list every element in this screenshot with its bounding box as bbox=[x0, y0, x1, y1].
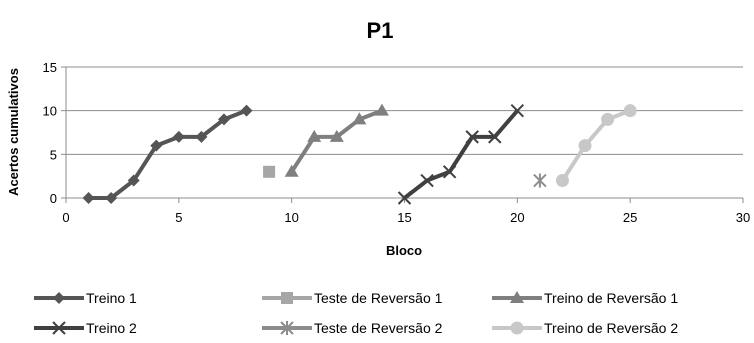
x-tick-label: 5 bbox=[175, 210, 182, 225]
x-tick-label: 10 bbox=[284, 210, 298, 225]
x-tick-label: 25 bbox=[623, 210, 637, 225]
series-line bbox=[560, 108, 631, 182]
data-point bbox=[329, 129, 344, 142]
series-group bbox=[82, 103, 637, 205]
legend-label: Teste de Reversão 2 bbox=[314, 320, 443, 336]
legend-label: Treino de Reversão 2 bbox=[544, 320, 678, 336]
legend-marker bbox=[281, 292, 293, 304]
legend-marker bbox=[510, 321, 524, 335]
data-point bbox=[420, 173, 434, 188]
y-tick-label: 10 bbox=[43, 104, 57, 119]
marker-stroke bbox=[442, 165, 457, 179]
legend-marker bbox=[280, 321, 294, 335]
series-line bbox=[88, 108, 248, 200]
x-tick-label: 15 bbox=[397, 210, 411, 225]
y-axis-label: Acertos cumulativos bbox=[6, 68, 21, 196]
data-point bbox=[172, 130, 185, 143]
legend-label: Treino 1 bbox=[86, 290, 137, 306]
marker-stroke bbox=[488, 130, 502, 144]
legend-item: Treino 2 bbox=[34, 320, 137, 336]
legend-item: Treino 1 bbox=[34, 290, 137, 306]
legend-item: Treino de Reversão 1 bbox=[492, 290, 678, 306]
data-point bbox=[442, 165, 457, 179]
data-point bbox=[352, 112, 367, 125]
data-point bbox=[217, 113, 230, 126]
marker-stroke bbox=[420, 173, 434, 188]
legend-label: Treino 2 bbox=[86, 320, 137, 336]
data-point bbox=[555, 174, 569, 188]
series-3 bbox=[284, 103, 389, 177]
legend-marker bbox=[53, 292, 65, 304]
marker-stroke bbox=[510, 103, 525, 118]
series-1 bbox=[82, 104, 253, 204]
chart-title: P1 bbox=[367, 18, 394, 43]
data-point bbox=[510, 103, 525, 118]
y-tick-label: 5 bbox=[50, 147, 57, 162]
data-point bbox=[578, 139, 592, 153]
data-point bbox=[105, 192, 118, 204]
legend-item: Treino de Reversão 2 bbox=[492, 320, 678, 336]
data-point bbox=[82, 192, 95, 204]
legend-label: Treino de Reversão 1 bbox=[544, 290, 678, 306]
data-point bbox=[374, 103, 389, 116]
data-point bbox=[533, 173, 547, 188]
legend: Treino 1 Teste de Reversão 1 Treino de Rev… bbox=[34, 290, 678, 336]
marker-stroke bbox=[397, 191, 412, 205]
x-tick-label: 20 bbox=[510, 210, 524, 225]
data-point bbox=[601, 112, 615, 126]
data-point bbox=[195, 130, 208, 143]
legend-label: Teste de Reversão 1 bbox=[314, 290, 443, 306]
data-point bbox=[150, 139, 163, 152]
y-tick-label: 15 bbox=[43, 60, 57, 75]
y-tick-label: 0 bbox=[50, 191, 57, 206]
x-tick-label: 0 bbox=[62, 210, 69, 225]
x-axis-label: Bloco bbox=[386, 243, 422, 258]
legend-item: Teste de Reversão 2 bbox=[262, 320, 443, 336]
series-5 bbox=[533, 173, 547, 188]
data-point bbox=[397, 191, 412, 205]
data-point bbox=[465, 130, 479, 144]
series-6 bbox=[555, 104, 637, 188]
data-point bbox=[240, 104, 253, 117]
series-4 bbox=[397, 103, 525, 205]
legend-item: Teste de Reversão 1 bbox=[262, 290, 443, 306]
marker-stroke bbox=[52, 321, 66, 335]
data-point bbox=[307, 129, 322, 142]
axes: 0 5 10 15 0 5 10 15 20 25 30 bbox=[43, 60, 751, 225]
legend-marker bbox=[510, 291, 524, 303]
data-point bbox=[488, 130, 502, 144]
x-tick-label: 30 bbox=[736, 210, 750, 225]
data-point bbox=[127, 174, 140, 187]
data-point bbox=[263, 165, 276, 178]
legend-marker bbox=[52, 321, 66, 335]
data-point bbox=[284, 164, 299, 177]
series-2 bbox=[263, 165, 276, 178]
data-point bbox=[623, 104, 637, 118]
marker-stroke bbox=[465, 130, 479, 144]
